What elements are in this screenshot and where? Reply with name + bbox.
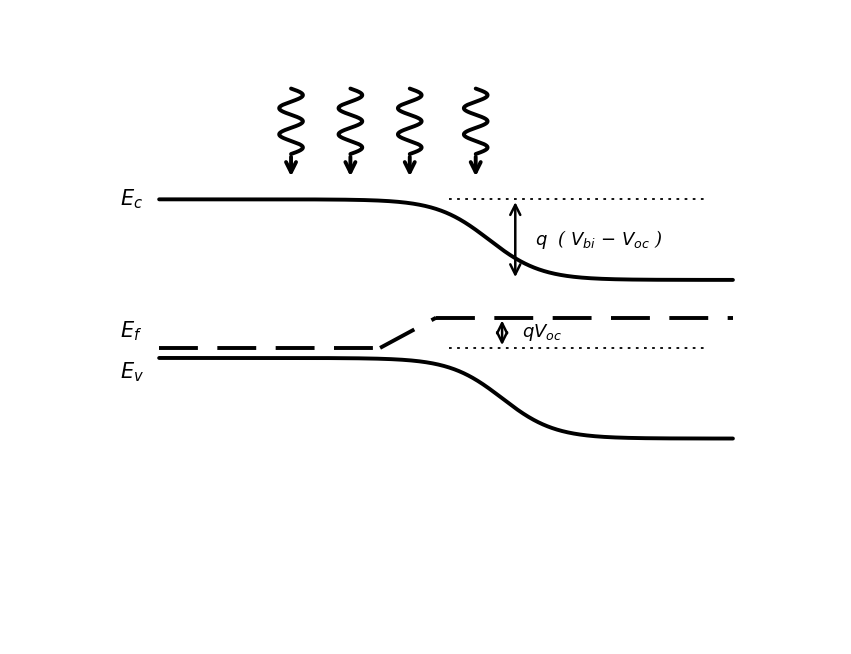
Text: $E_f$: $E_f$ [119,319,142,343]
Text: $q$  ( $V_{bi}$ $-$ $V_{oc}$ ): $q$ ( $V_{bi}$ $-$ $V_{oc}$ ) [535,228,663,251]
Text: $E_v$: $E_v$ [119,360,144,384]
Text: $qV_{oc}$: $qV_{oc}$ [522,322,563,343]
Text: $E_c$: $E_c$ [119,188,143,211]
